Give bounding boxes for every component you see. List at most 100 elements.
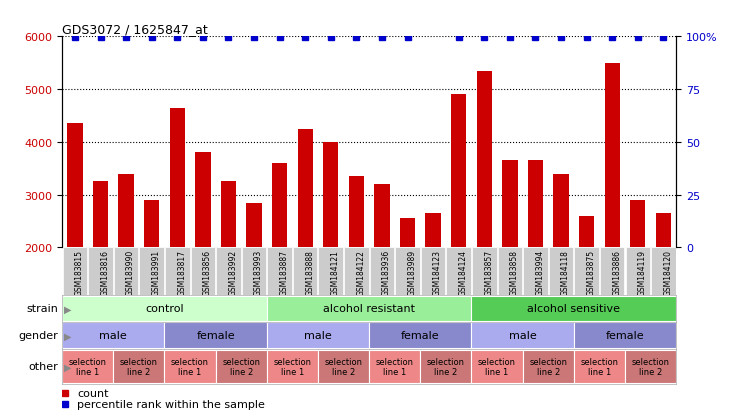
Bar [144,200,159,248]
FancyBboxPatch shape [319,248,343,295]
FancyBboxPatch shape [62,296,267,322]
Text: GSM183989: GSM183989 [408,249,417,295]
Text: selection
line 1: selection line 1 [273,357,311,376]
Text: selection
line 2: selection line 2 [427,357,465,376]
FancyBboxPatch shape [268,248,292,295]
Text: GSM183858: GSM183858 [510,249,519,295]
FancyBboxPatch shape [574,350,625,383]
Text: alcohol resistant: alcohol resistant [323,304,415,314]
FancyBboxPatch shape [113,350,164,383]
FancyBboxPatch shape [651,248,675,295]
FancyBboxPatch shape [165,248,189,295]
Text: GSM183856: GSM183856 [203,249,212,295]
FancyBboxPatch shape [62,350,113,383]
Text: female: female [197,330,235,341]
FancyBboxPatch shape [164,323,267,349]
Bar [221,182,236,248]
Text: male: male [304,330,332,341]
Text: selection
line 1: selection line 1 [478,357,516,376]
FancyBboxPatch shape [63,248,87,295]
Bar [170,108,185,248]
Text: other: other [29,361,58,372]
Text: selection
line 1: selection line 1 [69,357,107,376]
Text: selection
line 1: selection line 1 [171,357,209,376]
Bar [246,203,262,248]
Text: GSM183815: GSM183815 [75,249,84,295]
FancyBboxPatch shape [242,248,266,295]
Text: selection
line 1: selection line 1 [580,357,618,376]
Text: percentile rank within the sample: percentile rank within the sample [77,399,265,409]
FancyBboxPatch shape [420,350,471,383]
Text: selection
line 2: selection line 2 [120,357,158,376]
FancyBboxPatch shape [370,248,394,295]
Text: male: male [509,330,537,341]
FancyBboxPatch shape [267,350,318,383]
Bar [553,174,569,248]
Text: GSM183875: GSM183875 [587,249,596,295]
Bar [477,71,492,248]
FancyBboxPatch shape [114,248,138,295]
FancyBboxPatch shape [140,248,164,295]
FancyBboxPatch shape [575,248,599,295]
FancyBboxPatch shape [395,248,420,295]
FancyBboxPatch shape [549,248,573,295]
FancyBboxPatch shape [62,323,164,349]
FancyBboxPatch shape [164,350,216,383]
Bar [272,164,287,248]
Bar [67,124,83,248]
FancyBboxPatch shape [600,248,624,295]
FancyBboxPatch shape [626,248,650,295]
Text: GSM184120: GSM184120 [664,249,673,295]
FancyBboxPatch shape [447,248,471,295]
Bar [298,129,313,248]
Text: GSM184123: GSM184123 [433,249,442,295]
FancyBboxPatch shape [471,296,676,322]
Text: GSM183994: GSM183994 [535,249,545,295]
Bar [374,185,390,248]
Bar [195,153,211,248]
Text: male: male [99,330,127,341]
Text: GSM183936: GSM183936 [382,249,391,295]
Bar [323,142,338,248]
Bar [349,177,364,248]
FancyBboxPatch shape [267,323,369,349]
Text: selection
line 2: selection line 2 [632,357,670,376]
FancyBboxPatch shape [574,323,676,349]
FancyBboxPatch shape [471,323,574,349]
Text: control: control [145,304,183,314]
FancyBboxPatch shape [498,248,522,295]
Text: selection
line 2: selection line 2 [529,357,567,376]
Bar [400,219,415,248]
Text: GSM183990: GSM183990 [126,249,135,295]
Text: ▶: ▶ [64,330,71,341]
Text: GSM184124: GSM184124 [459,249,468,295]
Bar [502,161,518,248]
Text: selection
line 1: selection line 1 [376,357,414,376]
FancyBboxPatch shape [216,248,240,295]
Text: GSM183991: GSM183991 [152,249,161,295]
Text: GSM183817: GSM183817 [178,249,186,295]
Bar [451,95,466,248]
Bar [93,182,108,248]
FancyBboxPatch shape [267,296,471,322]
FancyBboxPatch shape [472,248,496,295]
Bar [656,214,671,248]
FancyBboxPatch shape [344,248,368,295]
FancyBboxPatch shape [216,350,267,383]
FancyBboxPatch shape [191,248,215,295]
Bar [630,200,645,248]
Text: female: female [606,330,644,341]
Bar [118,174,134,248]
Text: GSM183887: GSM183887 [279,249,289,295]
FancyBboxPatch shape [293,248,317,295]
Bar [425,214,441,248]
Text: count: count [77,388,109,398]
Text: alcohol sensitive: alcohol sensitive [527,304,621,314]
Bar [579,216,594,248]
Text: strain: strain [26,304,58,314]
Text: selection
line 2: selection line 2 [222,357,260,376]
Text: selection
line 2: selection line 2 [325,357,363,376]
FancyBboxPatch shape [523,350,574,383]
Text: GSM183816: GSM183816 [101,249,110,295]
FancyBboxPatch shape [523,248,548,295]
